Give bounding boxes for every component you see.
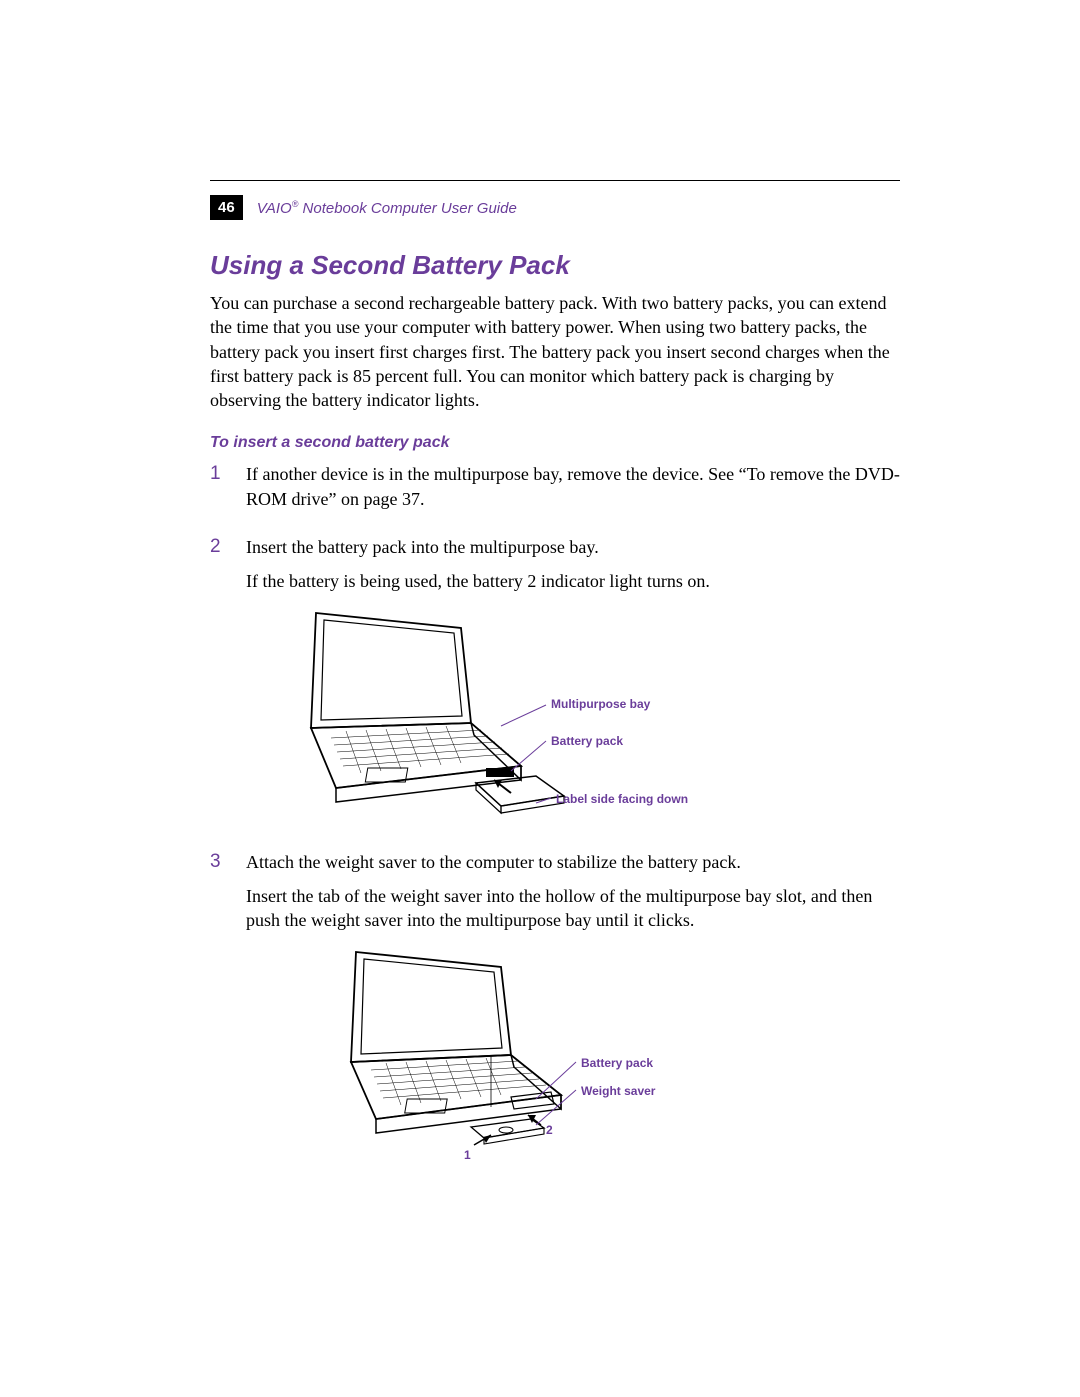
callout-multipurpose-bay: Multipurpose bay: [551, 696, 650, 712]
figure-insert-battery: Multipurpose bay Battery pack Label side…: [276, 608, 706, 818]
step-number: 2: [210, 535, 228, 836]
guide-title-prefix: VAIO: [257, 200, 292, 217]
step-text: Insert the battery pack into the multipu…: [246, 535, 900, 559]
sub-heading: To insert a second battery pack: [210, 434, 900, 452]
running-head: 46 VAIO® Notebook Computer User Guide: [210, 195, 517, 220]
laptop-battery-illustration: [276, 608, 706, 818]
step-list: 1 If another device is in the multipurpo…: [210, 462, 900, 1174]
guide-title: VAIO® Notebook Computer User Guide: [257, 199, 517, 217]
step-body: If another device is in the multipurpose…: [246, 462, 900, 521]
callout-label-side: Label side facing down: [556, 791, 688, 807]
step-text-2: If the battery is being used, the batter…: [246, 569, 900, 593]
laptop-weightsaver-illustration: [296, 947, 696, 1157]
callout-battery-pack: Battery pack: [551, 733, 623, 749]
step-text: If another device is in the multipurpose…: [246, 462, 900, 511]
header-rule: [210, 180, 900, 181]
callout-number-2: 2: [546, 1122, 553, 1138]
callout-battery-pack-2: Battery pack: [581, 1055, 653, 1071]
document-page: 46 VAIO® Notebook Computer User Guide Us…: [0, 0, 1080, 1269]
step-item: 3 Attach the weight saver to the compute…: [210, 850, 900, 1175]
step-number: 1: [210, 462, 228, 521]
page-content: Using a Second Battery Pack You can purc…: [210, 250, 900, 1175]
step-body: Attach the weight saver to the computer …: [246, 850, 900, 1175]
section-heading: Using a Second Battery Pack: [210, 250, 900, 281]
step-item: 1 If another device is in the multipurpo…: [210, 462, 900, 521]
step-text-2: Insert the tab of the weight saver into …: [246, 884, 900, 933]
intro-paragraph: You can purchase a second rechargeable b…: [210, 291, 900, 412]
guide-title-suffix: Notebook Computer User Guide: [298, 200, 516, 217]
figure-weight-saver: Battery pack Weight saver 1 2: [296, 947, 696, 1157]
step-number: 3: [210, 850, 228, 1175]
step-text: Attach the weight saver to the computer …: [246, 850, 900, 874]
callout-weight-saver: Weight saver: [581, 1083, 655, 1099]
step-item: 2 Insert the battery pack into the multi…: [210, 535, 900, 836]
callout-number-1: 1: [464, 1147, 471, 1163]
step-body: Insert the battery pack into the multipu…: [246, 535, 900, 836]
page-number: 46: [210, 195, 243, 220]
